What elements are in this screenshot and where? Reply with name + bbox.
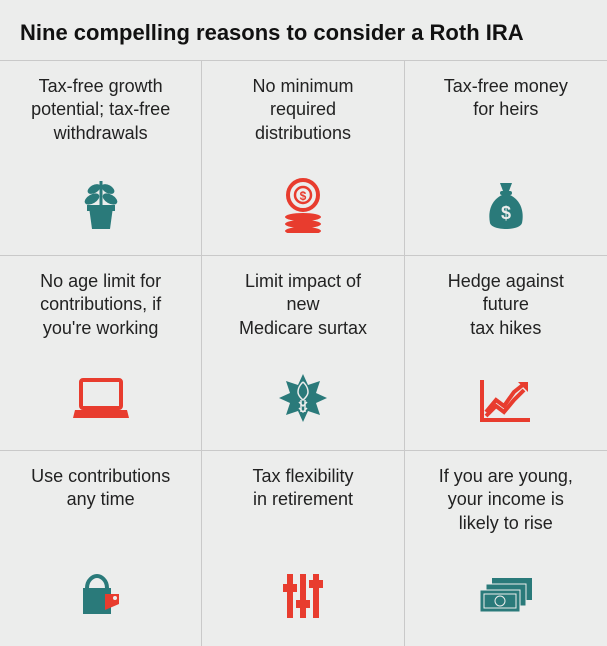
infographic-container: Nine compelling reasons to consider a Ro…	[0, 0, 607, 646]
cell-text: No age limit for contributions, if you'r…	[40, 270, 161, 340]
cell-text: Hedge against future tax hikes	[448, 270, 564, 340]
cell-text: Use contributions any time	[31, 465, 170, 512]
svg-text:$: $	[300, 189, 307, 203]
cell-1: Tax-free growth potential; tax-free with…	[0, 61, 202, 256]
grid: Tax-free growth potential; tax-free with…	[0, 61, 607, 646]
cell-5: Limit impact of new Medicare surtax	[202, 256, 404, 451]
cell-8: Tax flexibility in retirement	[202, 451, 404, 646]
cell-9: If you are young, your income is likely …	[405, 451, 607, 646]
chart-up-icon	[478, 370, 534, 430]
sliders-icon	[279, 566, 327, 626]
cell-text: Tax-free growth potential; tax-free with…	[31, 75, 170, 145]
money-bag-icon: $	[482, 175, 530, 235]
cell-2: No minimum required distributions $	[202, 61, 404, 256]
money-stack-icon	[476, 566, 536, 626]
laptop-icon	[71, 370, 131, 430]
plant-pot-icon	[77, 175, 125, 235]
coins-icon: $	[277, 175, 329, 235]
cell-7: Use contributions any time	[0, 451, 202, 646]
cell-3: Tax-free money for heirs $	[405, 61, 607, 256]
page-title: Nine compelling reasons to consider a Ro…	[0, 0, 607, 61]
cell-text: Limit impact of new Medicare surtax	[239, 270, 367, 340]
cell-text: Tax-free money for heirs	[444, 75, 568, 122]
svg-text:$: $	[501, 203, 511, 223]
cell-text: No minimum required distributions	[252, 75, 353, 145]
lock-tag-icon	[75, 566, 127, 626]
cell-6: Hedge against future tax hikes	[405, 256, 607, 451]
medical-star-icon	[275, 370, 331, 430]
cell-4: No age limit for contributions, if you'r…	[0, 256, 202, 451]
cell-text: If you are young, your income is likely …	[439, 465, 573, 535]
cell-text: Tax flexibility in retirement	[252, 465, 353, 512]
